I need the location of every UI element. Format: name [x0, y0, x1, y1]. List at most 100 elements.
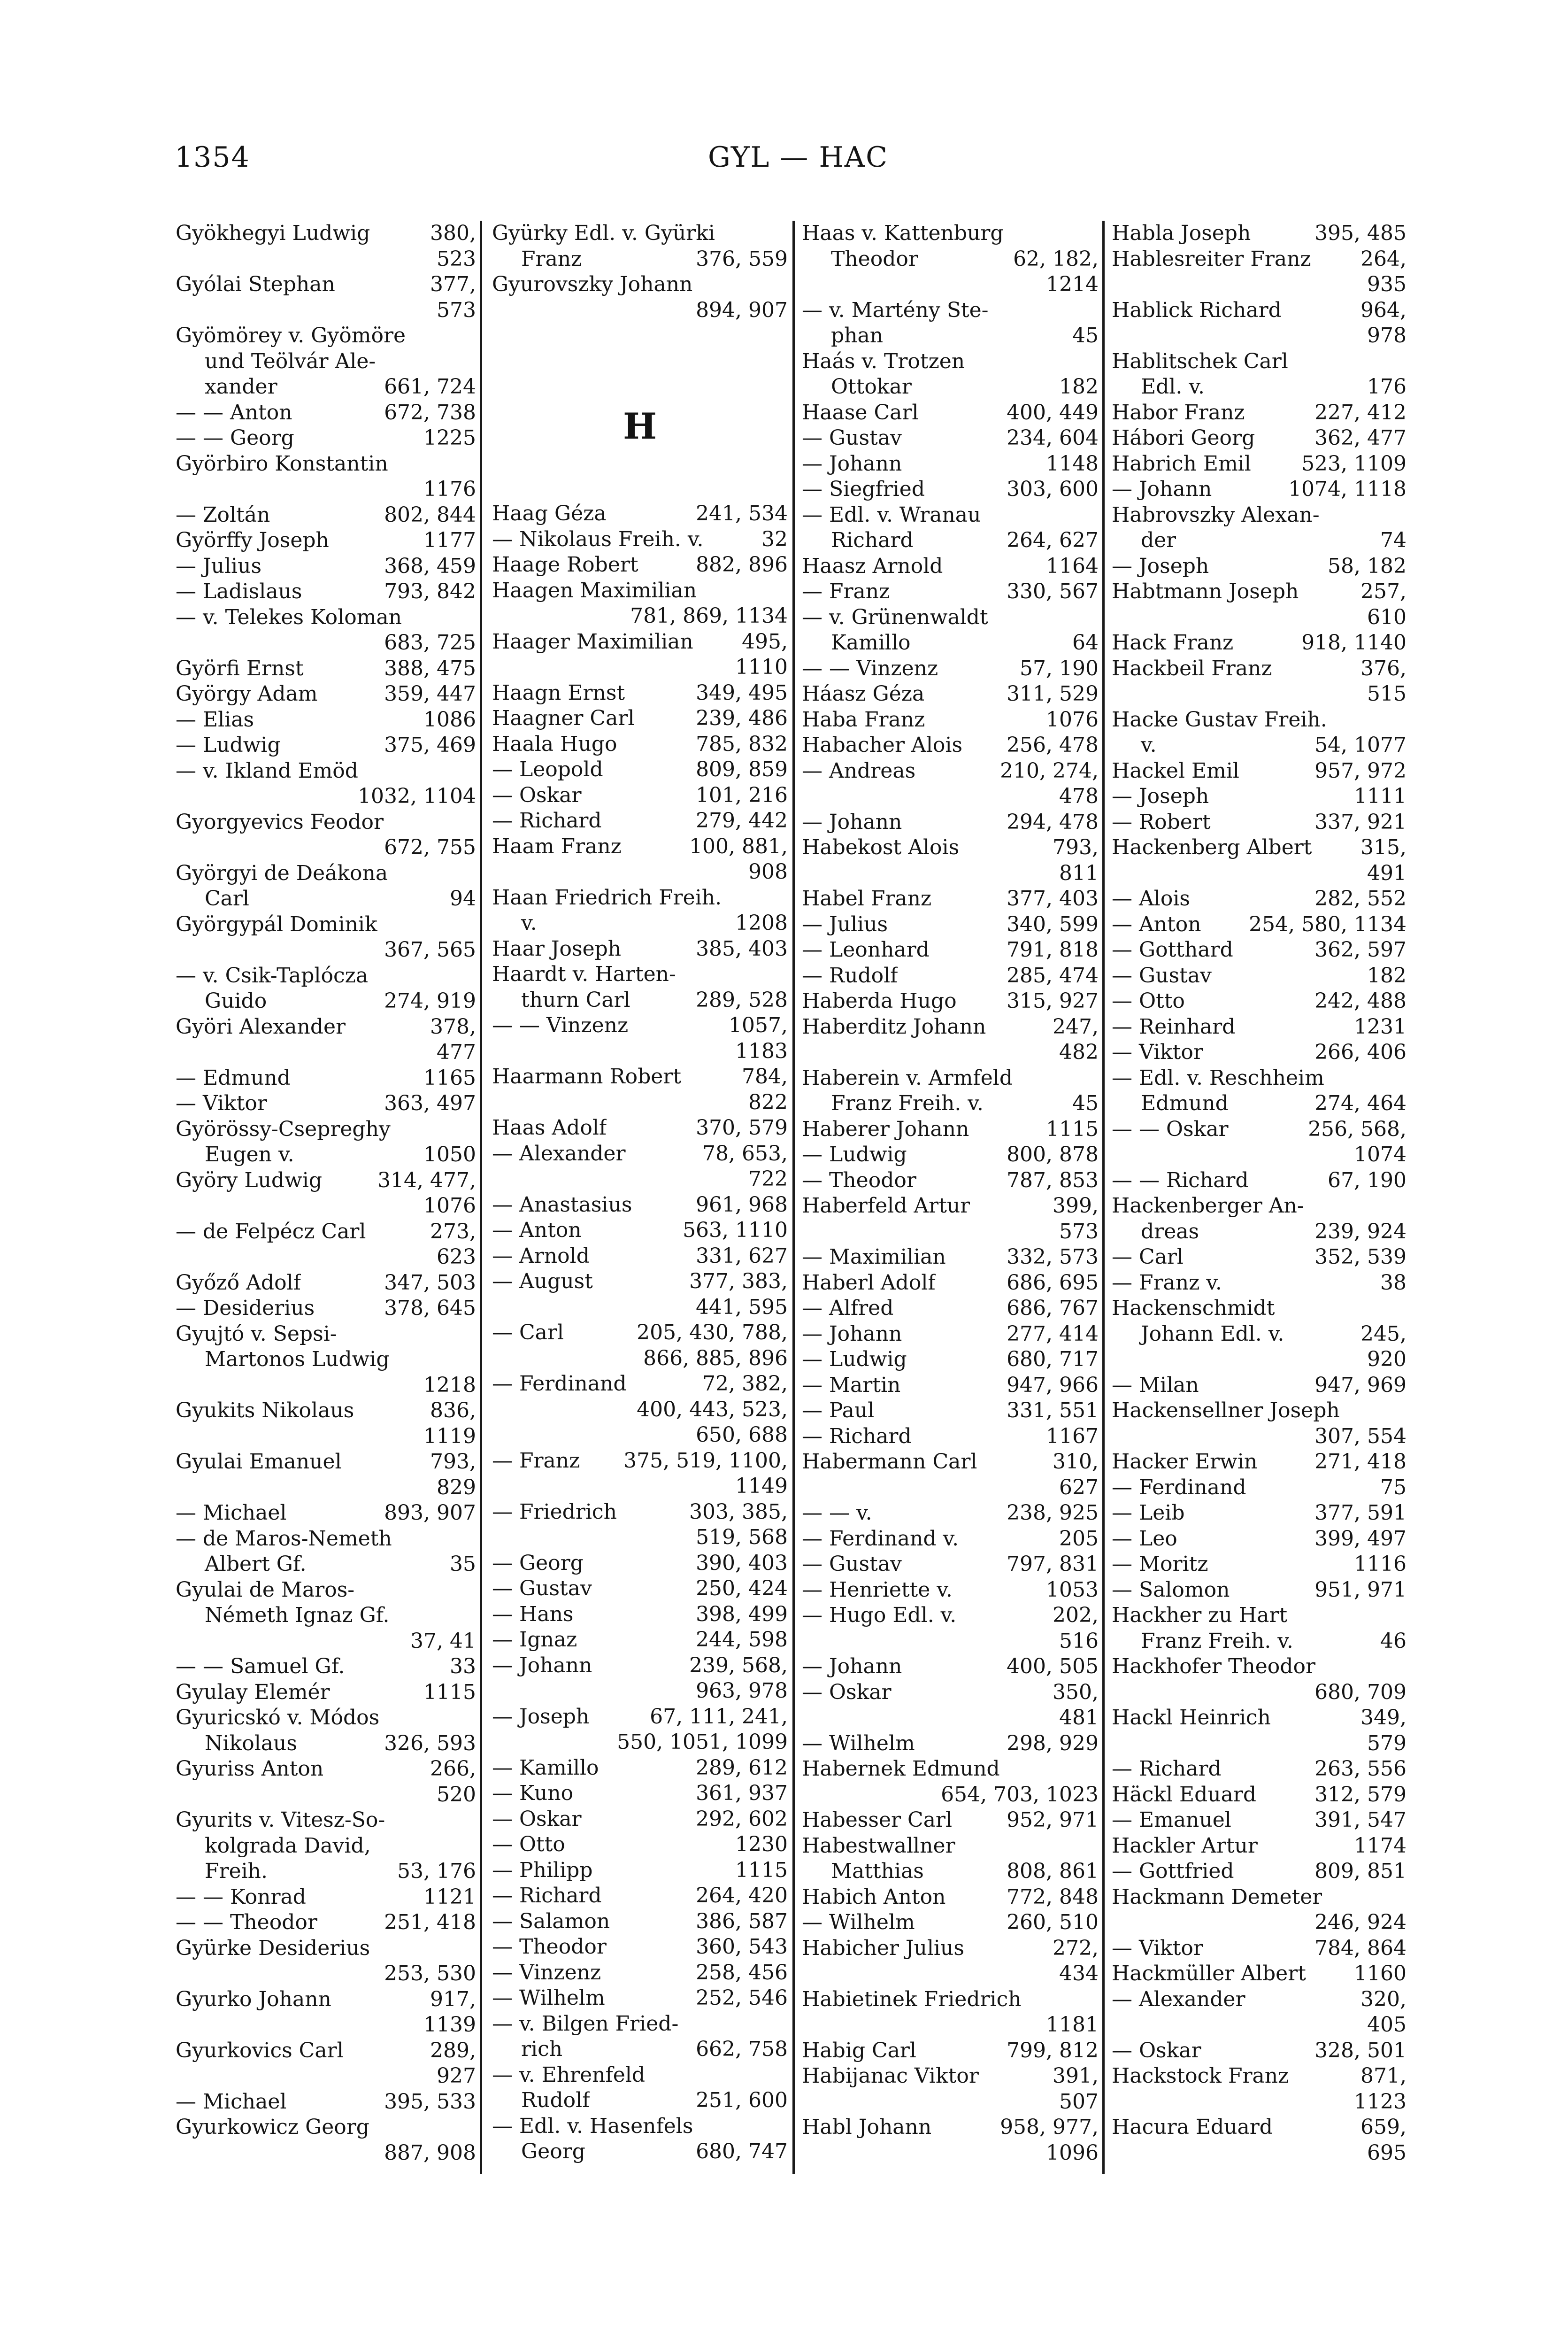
index-entry: — Ludwig 680, 717 — [802, 1347, 1099, 1373]
index-entry: — Oskar 328, 501 — [1112, 2038, 1407, 2064]
index-entry: Hackher zu Hart — [1112, 1603, 1407, 1629]
entry-name: Nikolaus — [205, 1731, 297, 1755]
entry-name: Habermann Carl — [802, 1450, 977, 1474]
index-entry: — v. Grünenwaldt — [802, 605, 1099, 631]
index-entry-continuation: 37, 41 — [176, 1629, 476, 1654]
index-entry: — Alexander 320, — [1112, 1987, 1407, 2013]
index-entry: Matthias 808, 861 — [802, 1859, 1099, 1885]
entry-name: v. — [1141, 733, 1157, 757]
entry-page-refs — [1095, 605, 1099, 631]
entry-page-refs — [1403, 1885, 1407, 1910]
entry-page-refs: 315, 927 — [1007, 989, 1099, 1013]
entry-page-refs: 388, 475 — [384, 656, 476, 680]
entry-page-refs: 661, 724 — [384, 375, 476, 399]
index-entry: Györfi Ernst 388, 475 — [176, 656, 476, 682]
entry-name: Hackler Artur — [1112, 1833, 1258, 1858]
entry-name: Haas Adolf — [492, 1116, 607, 1140]
entry-name: — Gustav — [802, 1552, 902, 1576]
index-entry: Hacura Eduard 659, — [1112, 2115, 1407, 2140]
index-entry-continuation: 477 — [176, 1040, 476, 1066]
entry-page-refs: 662, 758 — [696, 2037, 788, 2061]
entry-name: Györgypál Dominik — [176, 912, 377, 936]
entry-name: — Salamon — [492, 1909, 610, 1933]
index-entry-continuation: 1218 — [176, 1373, 476, 1398]
index-entry: — Alois 282, 552 — [1112, 886, 1407, 912]
entry-name: — Oskar — [492, 1807, 582, 1831]
entry-name: der — [1141, 528, 1176, 552]
index-entry: — Wilhelm 260, 510 — [802, 1910, 1099, 1936]
index-entry: Habig Carl 799, 812 — [802, 2038, 1099, 2064]
entry-page-refs: 1139 — [423, 2013, 476, 2037]
entry-page-refs — [784, 578, 788, 604]
entry-page-refs: 1231 — [1354, 1014, 1407, 1039]
entry-name: — Leonhard — [802, 938, 930, 962]
entry-name: — Johann — [802, 451, 902, 476]
entry-page-refs: 1181 — [1046, 2013, 1099, 2037]
entry-page-refs: 377, 383, — [689, 1269, 788, 1293]
index-entry: Hacke Gustav Freih. — [1112, 707, 1407, 733]
entry-name: — Otto — [492, 1832, 565, 1856]
entry-name: Györgyi de Deákona — [176, 861, 388, 885]
index-entry-continuation: 507 — [802, 2089, 1099, 2115]
index-entry: — Theodor 787, 853 — [802, 1168, 1099, 1194]
entry-page-refs: 289, — [430, 2038, 476, 2062]
entry-page-refs: 784, 864 — [1314, 1936, 1407, 1960]
index-entry: — de Felpécz Carl 273, — [176, 1219, 476, 1245]
entry-name: — Nikolaus Freih. v. — [492, 527, 704, 551]
entry-name: Franz — [521, 247, 582, 271]
index-entry: — — Vinzenz 1057, — [492, 1013, 788, 1039]
index-entry: Habtmann Joseph 257, — [1112, 579, 1407, 605]
entry-name: — v. Martény Ste- — [802, 298, 989, 322]
entry-name: dreas — [1141, 1219, 1199, 1244]
index-entry: — Johann 1148 — [802, 451, 1099, 477]
entry-page-refs: 482 — [1059, 1040, 1099, 1064]
entry-name: — Rudolf — [802, 963, 898, 988]
entry-name: Hábori Georg — [1112, 426, 1255, 450]
entry-page-refs: 1074, 1118 — [1288, 477, 1407, 501]
index-entry: — Edmund 1165 — [176, 1066, 476, 1091]
index-entry: Hacker Erwin 271, 418 — [1112, 1449, 1407, 1475]
entry-page-refs — [784, 2114, 788, 2139]
entry-name: — v. Bilgen Fried- — [492, 2011, 679, 2036]
index-entry-continuation: 523 — [176, 247, 476, 272]
entry-page-refs: 376, — [1360, 656, 1407, 680]
entry-page-refs: 809, 859 — [696, 757, 788, 781]
index-entry: Gyulay Elemér 1115 — [176, 1680, 476, 1706]
entry-name: — Joseph — [1112, 554, 1209, 578]
entry-page-refs: 1053 — [1046, 1577, 1099, 1602]
entry-page-refs: 1096 — [1046, 2140, 1099, 2165]
entry-page-refs: 516 — [1059, 1629, 1099, 1653]
entry-page-refs: 101, 216 — [696, 783, 788, 807]
index-entry: Haberer Johann 1115 — [802, 1117, 1099, 1143]
index-entry-continuation: 405 — [1112, 2012, 1407, 2038]
index-entry: Habacher Alois 256, 478 — [802, 733, 1099, 758]
index-entry: — Gustav 250, 424 — [492, 1576, 788, 1602]
entry-page-refs: 282, 552 — [1314, 887, 1407, 911]
index-entry: — Wilhelm 298, 929 — [802, 1731, 1099, 1757]
index-column-2: Gyürky Edl. v. Gyürki Franz 376, 559 Gyurov… — [492, 221, 788, 2165]
entry-page-refs — [784, 272, 788, 298]
index-entry: Németh Ignaz Gf. — [176, 1603, 476, 1629]
entry-name: Haase Carl — [802, 400, 919, 425]
index-entry-continuation: 978 — [1112, 323, 1407, 349]
entry-page-refs: 1225 — [423, 426, 476, 450]
entry-page-refs: 951, 971 — [1314, 1577, 1407, 1602]
entry-page-refs: 45 — [1072, 1091, 1099, 1115]
entry-name: Háasz Géza — [802, 682, 925, 706]
index-entry: v. 1208 — [492, 911, 788, 936]
index-entry-continuation: 866, 885, 896 — [492, 1346, 788, 1372]
entry-name: — Richard — [492, 809, 602, 833]
entry-page-refs: 359, 447 — [384, 682, 476, 706]
entry-page-refs: 491 — [1367, 861, 1407, 885]
entry-name: Hackhofer Theodor — [1112, 1654, 1315, 1678]
entry-page-refs: 239, 486 — [696, 706, 788, 730]
index-entry: — Friedrich 303, 385, — [492, 1499, 788, 1525]
entry-page-refs: 250, 424 — [696, 1576, 788, 1600]
entry-page-refs: 686, 767 — [1007, 1296, 1099, 1320]
index-entry: Hackel Emil 957, 972 — [1112, 758, 1407, 784]
index-entry: — Martin 947, 966 — [802, 1373, 1099, 1398]
index-entry: Gyulai Emanuel 793, — [176, 1449, 476, 1475]
entry-page-refs: 829 — [437, 1475, 476, 1499]
entry-page-refs — [1403, 1398, 1407, 1424]
entry-page-refs: 917, — [430, 1987, 476, 2011]
